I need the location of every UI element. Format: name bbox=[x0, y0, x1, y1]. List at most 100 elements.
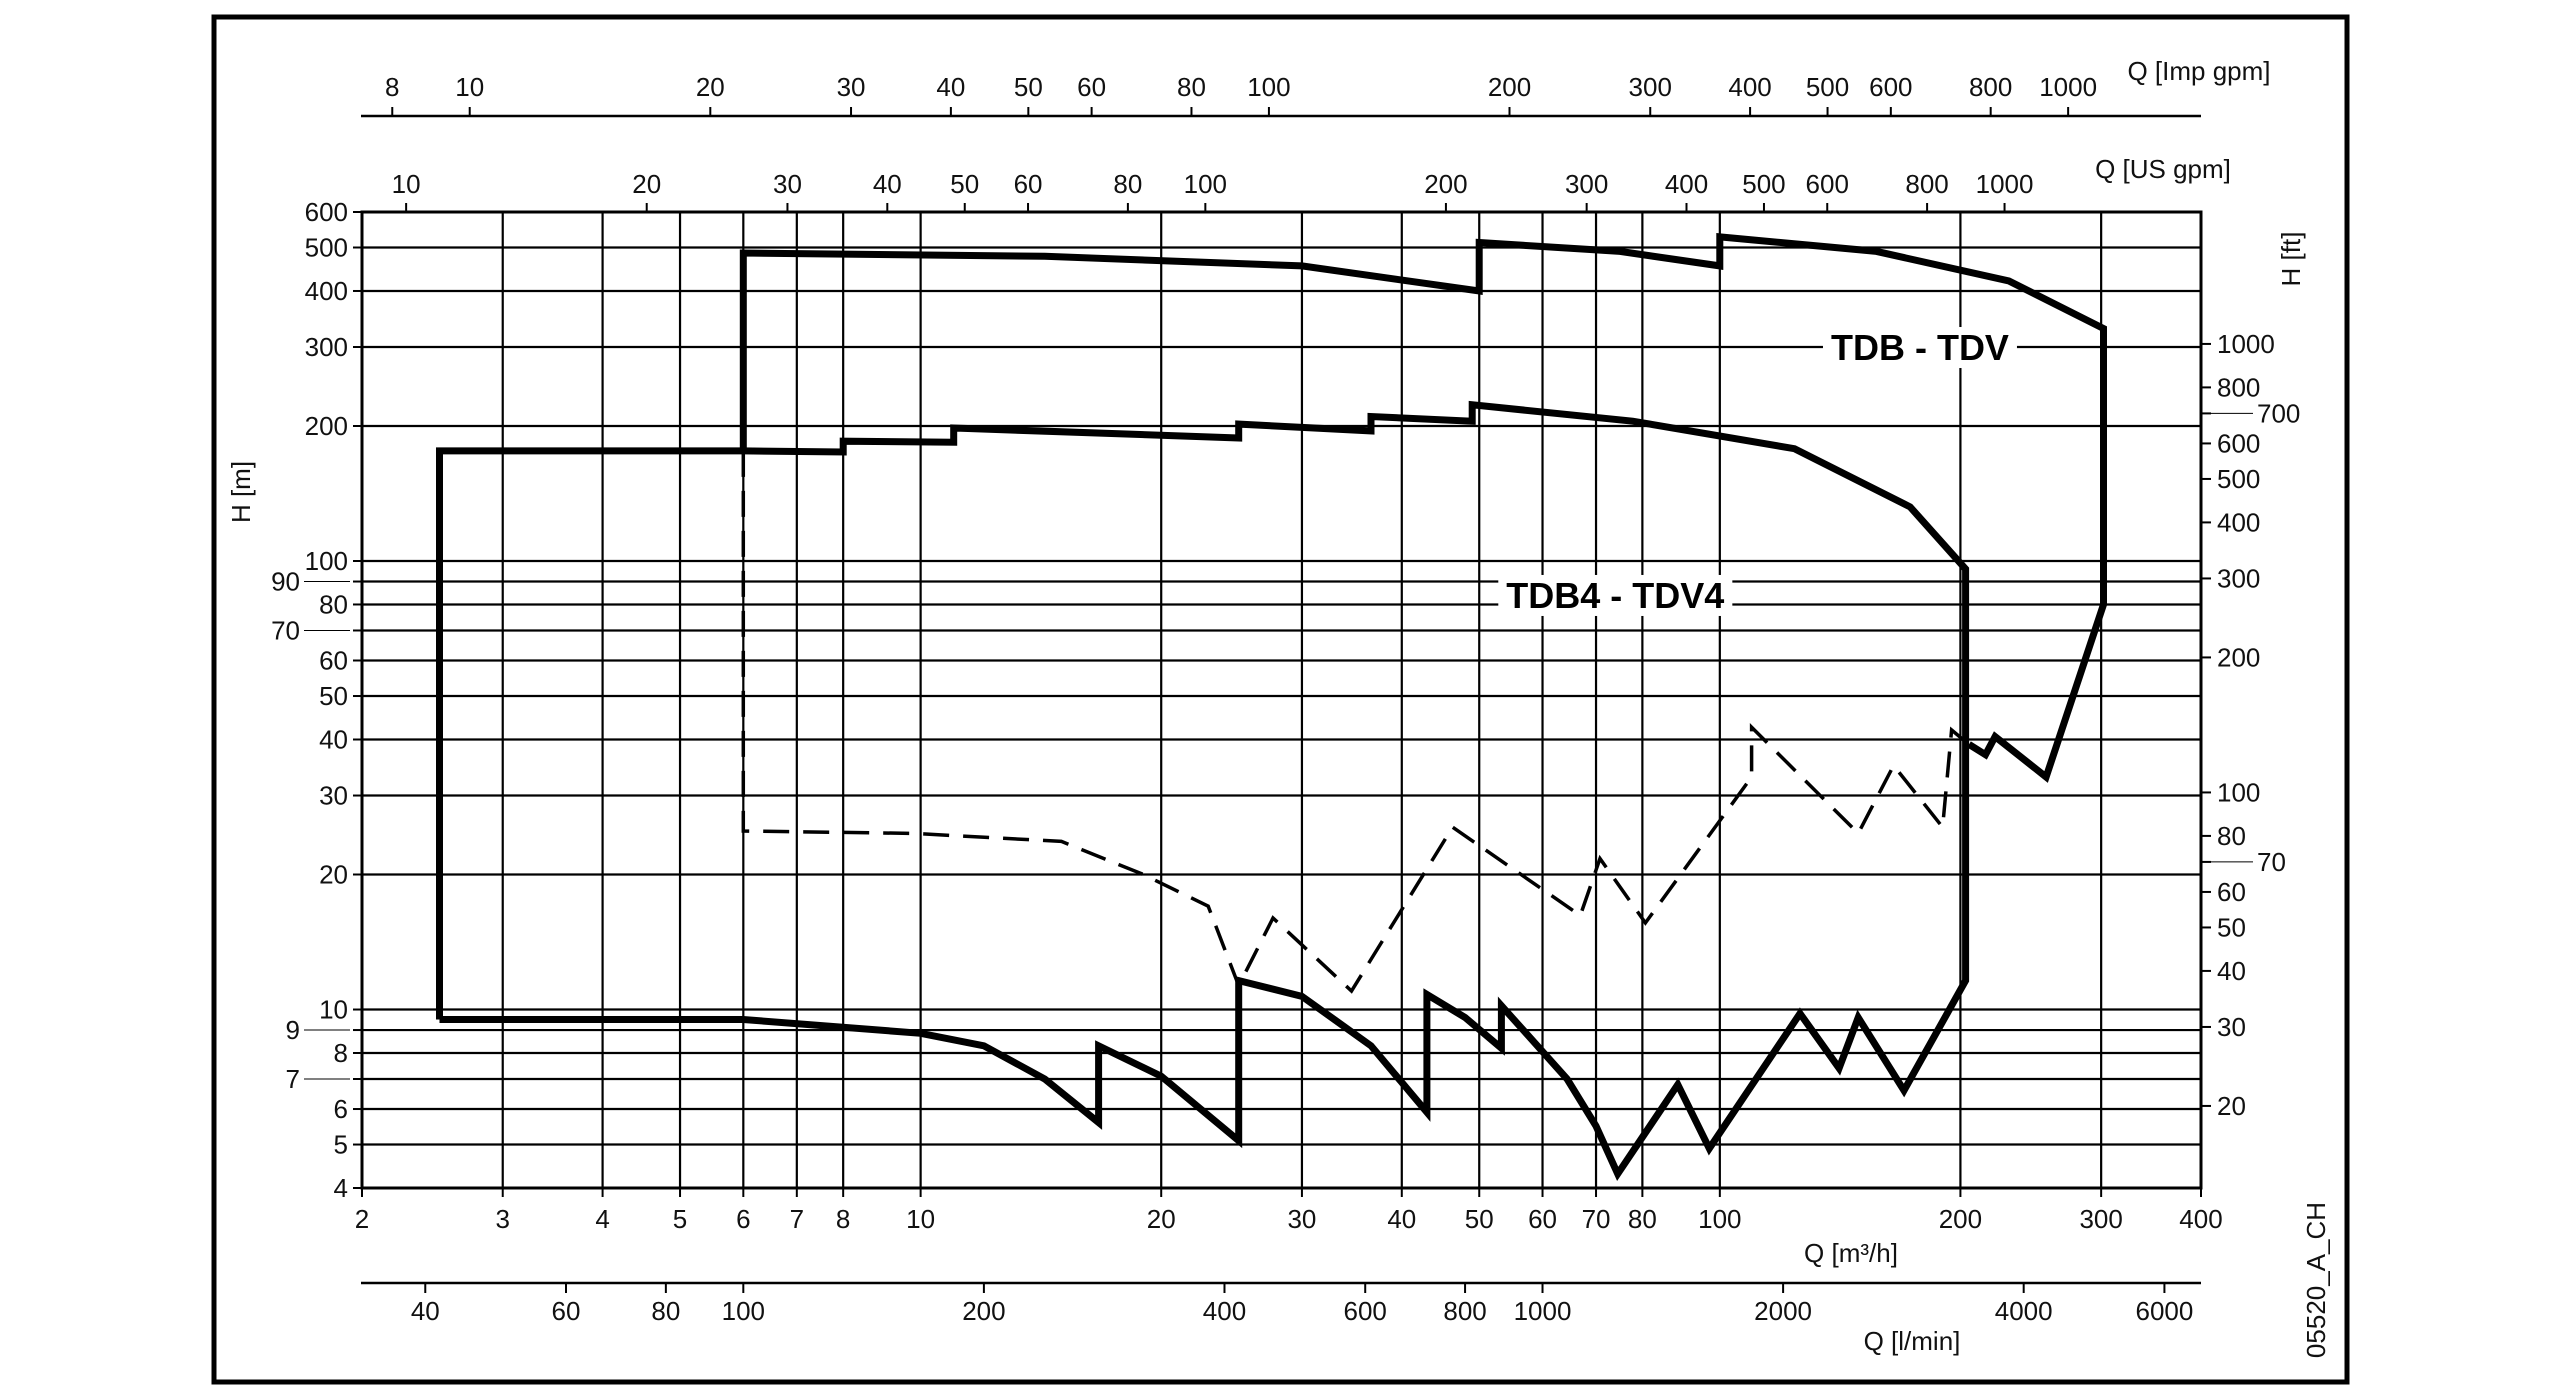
us-gpm-tick-label: 100 bbox=[1184, 169, 1227, 199]
imp-gpm-tick-label: 40 bbox=[936, 72, 965, 102]
ft-tick-label: 50 bbox=[2217, 912, 2246, 942]
y-tick-label: 20 bbox=[319, 860, 348, 890]
imp-gpm-tick-label: 80 bbox=[1177, 72, 1206, 102]
ft-tick-label: 30 bbox=[2217, 1012, 2246, 1042]
us-gpm-tick-label: 20 bbox=[632, 169, 661, 199]
imp-gpm-tick-label: 1000 bbox=[2039, 72, 2097, 102]
series-tdb-tdv bbox=[739, 233, 2107, 783]
ft-tick-label: 70 bbox=[2257, 847, 2286, 877]
x-tick-label: 6 bbox=[736, 1204, 750, 1234]
y-tick-label: 90 bbox=[271, 567, 300, 597]
imp-gpm-tick-label: 10 bbox=[455, 72, 484, 102]
x-tick-label: 20 bbox=[1147, 1204, 1176, 1234]
x-tick-label: 8 bbox=[836, 1204, 850, 1234]
y-tick-label: 600 bbox=[305, 197, 348, 227]
x-tick-label: 100 bbox=[1698, 1204, 1741, 1234]
series-label: TDB - TDV bbox=[1831, 327, 2009, 368]
imp-gpm-tick-label: 100 bbox=[1247, 72, 1290, 102]
imp-gpm-tick-label: 8 bbox=[385, 72, 399, 102]
ft-tick-label: 80 bbox=[2217, 821, 2246, 851]
us-gpm-tick-label: 60 bbox=[1014, 169, 1043, 199]
ft-tick-label: 60 bbox=[2217, 877, 2246, 907]
ft-tick-label: 400 bbox=[2217, 507, 2260, 537]
us-gpm-tick-label: 40 bbox=[873, 169, 902, 199]
series-label: TDB4 - TDV4 bbox=[1506, 575, 1724, 616]
ft-tick-label: 1000 bbox=[2217, 329, 2275, 359]
x-axis-title: Q [m³/h] bbox=[1804, 1238, 1898, 1268]
l-min-tick-label: 100 bbox=[722, 1296, 765, 1326]
imp-gpm-tick-label: 500 bbox=[1806, 72, 1849, 102]
imp-gpm-axis-title: Q [Imp gpm] bbox=[2127, 56, 2270, 86]
x-tick-label: 4 bbox=[595, 1204, 609, 1234]
l-min-tick-label: 600 bbox=[1344, 1296, 1387, 1326]
ft-tick-label: 20 bbox=[2217, 1091, 2246, 1121]
series-labels: TDB - TDV TDB4 - TDV4 bbox=[1498, 327, 2017, 616]
x-tick-label: 30 bbox=[1287, 1204, 1316, 1234]
y-tick-label: 500 bbox=[305, 233, 348, 263]
grid bbox=[360, 210, 2203, 1190]
x-tick-label: 5 bbox=[673, 1204, 687, 1234]
y-tick-label: 4 bbox=[334, 1173, 348, 1203]
y-tick-label: 200 bbox=[305, 411, 348, 441]
x-tick-label: 7 bbox=[790, 1204, 804, 1234]
ft-tick-label: 300 bbox=[2217, 563, 2260, 593]
l-min-tick-label: 200 bbox=[962, 1296, 1005, 1326]
imp-gpm-tick-label: 60 bbox=[1077, 72, 1106, 102]
x-tick-label: 70 bbox=[1582, 1204, 1611, 1234]
l-min-tick-label: 2000 bbox=[1754, 1296, 1812, 1326]
imp-gpm-tick-label: 400 bbox=[1728, 72, 1771, 102]
axes: 2 3 4 5 6 7 8 10 20 30 40 50 60 70 80 100 200 300 400 600 50… bbox=[271, 72, 2300, 1326]
us-gpm-tick-label: 400 bbox=[1665, 169, 1708, 199]
l-min-axis-title: Q [l/min] bbox=[1864, 1326, 1961, 1356]
us-gpm-tick-label: 800 bbox=[1905, 169, 1948, 199]
l-min-tick-label: 800 bbox=[1443, 1296, 1486, 1326]
series-tdb-tdv-lower-limit bbox=[741, 450, 1971, 994]
us-gpm-tick-label: 30 bbox=[773, 169, 802, 199]
imp-gpm-tick-label: 600 bbox=[1869, 72, 1912, 102]
y-tick-label: 400 bbox=[305, 276, 348, 306]
y-tick-label: 10 bbox=[319, 995, 348, 1025]
imp-gpm-tick-label: 20 bbox=[696, 72, 725, 102]
series-label-background bbox=[1498, 574, 1733, 616]
y-tick-label: 60 bbox=[319, 646, 348, 676]
x-tick-label: 50 bbox=[1465, 1204, 1494, 1234]
y-tick-label: 7 bbox=[286, 1064, 300, 1094]
ft-tick-label: 40 bbox=[2217, 956, 2246, 986]
l-min-tick-label: 1000 bbox=[1514, 1296, 1572, 1326]
us-gpm-tick-label: 50 bbox=[950, 169, 979, 199]
ft-tick-label: 700 bbox=[2257, 398, 2300, 428]
l-min-tick-label: 6000 bbox=[2136, 1296, 2194, 1326]
chart-frame bbox=[211, 14, 2350, 1385]
x-tick-label: 200 bbox=[1939, 1204, 1982, 1234]
imp-gpm-tick-label: 800 bbox=[1969, 72, 2012, 102]
ft-tick-label: 500 bbox=[2217, 464, 2260, 494]
us-gpm-tick-label: 200 bbox=[1424, 169, 1467, 199]
x-tick-label: 400 bbox=[2179, 1204, 2222, 1234]
l-min-tick-label: 4000 bbox=[1995, 1296, 2053, 1326]
y-tick-label: 70 bbox=[271, 615, 300, 645]
x-tick-label: 300 bbox=[2079, 1204, 2122, 1234]
l-min-tick-label: 40 bbox=[411, 1296, 440, 1326]
imp-gpm-tick-label: 300 bbox=[1629, 72, 1672, 102]
ft-tick-label: 200 bbox=[2217, 642, 2260, 672]
x-tick-label: 2 bbox=[355, 1204, 369, 1234]
l-min-tick-label: 400 bbox=[1203, 1296, 1246, 1326]
us-gpm-tick-label: 80 bbox=[1113, 169, 1142, 199]
l-min-tick-label: 60 bbox=[552, 1296, 581, 1326]
us-gpm-tick-label: 10 bbox=[392, 169, 421, 199]
y-tick-label: 50 bbox=[319, 681, 348, 711]
y-tick-label: 100 bbox=[305, 546, 348, 576]
series-label-background bbox=[1822, 327, 2017, 369]
y-tick-label: 8 bbox=[334, 1038, 348, 1068]
us-gpm-tick-label: 300 bbox=[1565, 169, 1608, 199]
y-axis-title: H [m] bbox=[226, 461, 256, 523]
us-gpm-tick-label: 1000 bbox=[1976, 169, 2034, 199]
plot-area-border bbox=[360, 210, 2203, 1190]
y-tick-label: 5 bbox=[334, 1130, 348, 1160]
y-tick-label: 40 bbox=[319, 724, 348, 754]
y-tick-label: 6 bbox=[334, 1094, 348, 1124]
us-gpm-axis-title: Q [US gpm] bbox=[2095, 154, 2231, 184]
ft-tick-label: 600 bbox=[2217, 428, 2260, 458]
ft-tick-label: 800 bbox=[2217, 372, 2260, 402]
